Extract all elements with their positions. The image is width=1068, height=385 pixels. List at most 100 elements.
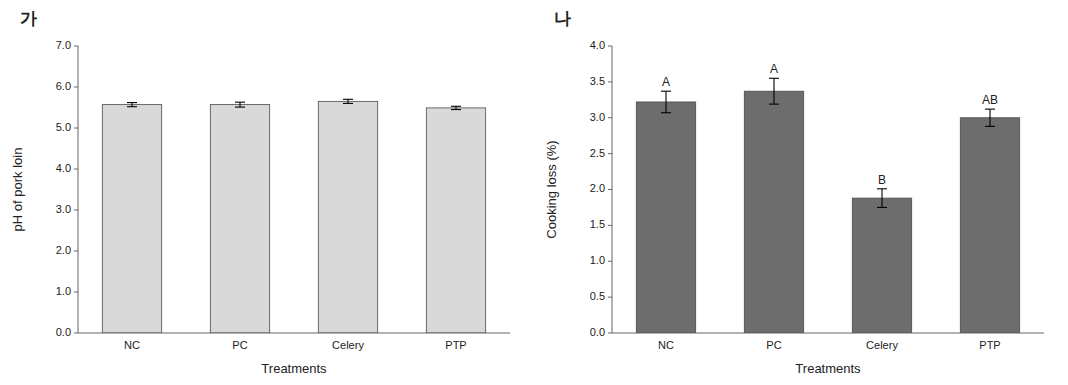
x-tick-label: PTP xyxy=(979,339,1000,351)
error-bar xyxy=(235,102,245,107)
panel: 가0.01.02.03.04.05.06.07.0NCPCCeleryPTPTr… xyxy=(10,9,510,376)
x-axis-labels: NCPCCeleryPTP xyxy=(124,339,467,351)
x-axis-line xyxy=(78,333,510,334)
y-tick-label: 0.5 xyxy=(590,290,605,302)
bar xyxy=(960,118,1019,333)
y-tick xyxy=(74,46,78,47)
bar xyxy=(318,101,377,333)
y-tick xyxy=(74,251,78,252)
y-tick-label: 2.0 xyxy=(590,182,605,194)
error-bar xyxy=(661,91,671,113)
error-bar-stem xyxy=(347,99,348,103)
y-tick-label: 0.0 xyxy=(590,326,605,338)
y-tick-label: 3.0 xyxy=(590,111,605,123)
y-tick-label: 1.0 xyxy=(56,285,71,297)
y-tick xyxy=(608,81,612,82)
error-bar xyxy=(769,78,779,104)
error-bar-cap xyxy=(127,102,137,103)
error-bar-cap xyxy=(661,91,671,92)
x-axis-title: Treatments xyxy=(261,361,327,376)
error-bar-cap xyxy=(769,78,779,79)
x-tick-label: Celery xyxy=(332,339,364,351)
x-axis-labels: NC PC Celery PTP xyxy=(658,339,1001,351)
panel-title: 가 xyxy=(20,9,37,28)
error-bar-cap xyxy=(451,109,461,110)
y-tick-label: 1.0 xyxy=(590,254,605,266)
bar xyxy=(102,105,161,333)
annotations: AABAB xyxy=(662,62,998,186)
y-axis-line xyxy=(612,46,613,333)
x-tick-label: PTP xyxy=(445,339,466,351)
error-bar xyxy=(127,103,137,107)
y-tick xyxy=(74,128,78,129)
error-bar xyxy=(343,99,353,103)
y-tick-label: 4.0 xyxy=(590,39,605,51)
error-bar-cap xyxy=(235,107,245,108)
y-tick-label: 2.0 xyxy=(56,244,71,256)
y-tick xyxy=(608,46,612,47)
error-bar-cap xyxy=(343,99,353,100)
error-bar-cap xyxy=(985,126,995,127)
x-tick-label: PC xyxy=(766,339,781,351)
error-bar-cap xyxy=(661,112,671,113)
error-bar-cap xyxy=(877,188,887,189)
y-tick xyxy=(608,153,612,154)
error-bar xyxy=(451,106,461,109)
error-bar xyxy=(877,189,887,208)
bar xyxy=(852,198,911,333)
bar xyxy=(210,105,269,333)
error-bar-stem xyxy=(239,102,240,107)
y-axis-title: Cooking loss (%) xyxy=(544,140,559,238)
error-bar-cap xyxy=(127,106,137,107)
chart-canvas: 가 0.0 1.0 2.0 3.0 4.0 5.0 6.0 7.0 NC PC Celery PTP Tr… xyxy=(0,0,1068,385)
y-tick-label: 3.0 xyxy=(56,203,71,215)
error-bar-stem xyxy=(773,78,774,104)
y-tick-label: 5.0 xyxy=(56,121,71,133)
plot-marks xyxy=(636,78,1019,333)
y-tick-label: 1.5 xyxy=(590,218,605,230)
significance-letter: A xyxy=(770,62,778,76)
y-tick xyxy=(74,87,78,88)
error-bar-cap xyxy=(235,102,245,103)
significance-letter: A xyxy=(662,75,670,89)
y-axis-ticks: 0.0 1.0 2.0 3.0 4.0 5.0 6.0 7.0 xyxy=(56,39,78,338)
y-tick xyxy=(608,333,612,334)
y-tick xyxy=(608,117,612,118)
significance-letter: B xyxy=(878,173,886,187)
error-bar xyxy=(985,109,995,126)
bar xyxy=(426,108,485,333)
panel: 나0.00.51.01.52.02.53.03.54.0AABABNCPCCel… xyxy=(544,9,1044,376)
y-tick-label: 3.5 xyxy=(590,75,605,87)
bar xyxy=(744,91,803,333)
error-bar-stem xyxy=(881,189,882,208)
y-tick-label: 6.0 xyxy=(56,80,71,92)
plot-marks xyxy=(102,99,485,333)
y-axis-title: pH of pork loin xyxy=(10,148,25,232)
y-tick xyxy=(74,210,78,211)
error-bar-cap xyxy=(451,106,461,107)
error-bar-cap xyxy=(343,103,353,104)
y-tick-label: 0.0 xyxy=(56,326,71,338)
error-bar-stem xyxy=(989,109,990,126)
significance-letter: AB xyxy=(982,93,998,107)
x-tick-label: Celery xyxy=(866,339,898,351)
y-tick xyxy=(608,261,612,262)
y-tick xyxy=(74,333,78,334)
x-axis-title: Treatments xyxy=(795,361,861,376)
x-tick-label: NC xyxy=(658,339,674,351)
error-bar-cap xyxy=(985,109,995,110)
y-tick-label: 4.0 xyxy=(56,162,71,174)
y-tick-label: 2.5 xyxy=(590,147,605,159)
y-tick xyxy=(608,189,612,190)
y-tick xyxy=(74,292,78,293)
panel-title: 나 xyxy=(554,9,571,28)
bar xyxy=(636,102,695,333)
y-tick xyxy=(608,225,612,226)
y-tick-label: 7.0 xyxy=(56,39,71,51)
y-axis-ticks: 0.0 0.5 1.0 1.5 2.0 2.5 3.0 3.5 4.0 xyxy=(590,39,612,338)
y-tick xyxy=(608,297,612,298)
error-bar-cap xyxy=(877,207,887,208)
y-axis-line xyxy=(78,46,79,333)
x-axis-line xyxy=(612,333,1044,334)
error-bar-stem xyxy=(665,91,666,113)
